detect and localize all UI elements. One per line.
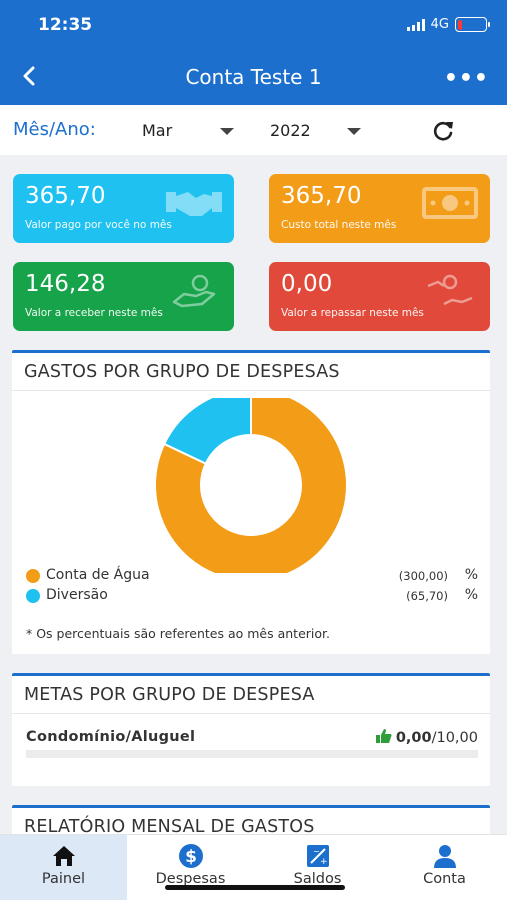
donut-slice-divers-o[interactable] — [162, 398, 252, 465]
legend-percent: % — [464, 567, 478, 583]
goal-target: /10,00 — [431, 730, 478, 746]
svg-text:$: $ — [185, 847, 197, 867]
status-bar: 12:35 4G — [0, 0, 507, 50]
year-select[interactable]: 2022 — [270, 121, 311, 140]
card-label: Valor a repassar neste mês — [281, 307, 424, 319]
goal-name: Condomínio/Aluguel — [26, 729, 196, 745]
more-options-icon[interactable]: ••• — [443, 66, 489, 91]
refresh-icon[interactable] — [430, 118, 456, 144]
status-time: 12:35 — [38, 15, 93, 35]
card-value: 365,70 — [25, 183, 106, 209]
donut-chart — [154, 398, 348, 573]
month-chevron-down-icon[interactable] — [220, 128, 234, 135]
card-label: Valor pago por você no mês — [25, 219, 172, 231]
network-label: 4G — [430, 17, 449, 32]
month-select[interactable]: Mar — [142, 121, 173, 140]
home-indicator — [165, 885, 345, 890]
handshake-icon — [166, 192, 222, 216]
status-indicators: 4G — [406, 17, 490, 32]
goal-progress-bar — [26, 750, 478, 758]
tab-conta[interactable]: Conta — [381, 835, 507, 900]
card-value: 365,70 — [281, 183, 362, 209]
dollar-icon: $ — [178, 844, 203, 868]
legend-percent: % — [464, 587, 478, 603]
card-paid-by-you[interactable]: 365,70 Valor pago por você no mês — [13, 174, 234, 243]
tab-bar: Painel $ Despesas − + Saldos Conta — [0, 834, 507, 900]
battery-icon — [455, 17, 490, 32]
card-value: 0,00 — [281, 271, 333, 297]
legend-value: (65,70) — [406, 589, 448, 603]
tab-label: Despesas — [155, 871, 226, 887]
card-label: Valor a receber neste mês — [25, 307, 163, 319]
legend-value: (300,00) — [398, 569, 448, 583]
nav-bar: Conta Teste 1 ••• — [0, 50, 507, 105]
user-icon — [433, 845, 456, 868]
footnote: * Os percentuais são referentes ao mês a… — [26, 626, 330, 641]
back-arrow-icon[interactable] — [16, 62, 44, 90]
transfer-money-icon — [427, 274, 473, 306]
card-label: Custo total neste mês — [281, 219, 397, 231]
page-title: Conta Teste 1 — [185, 65, 322, 89]
tab-saldos[interactable]: − + Saldos — [254, 835, 381, 900]
legend-dot — [26, 569, 40, 583]
panel-title: GASTOS POR GRUPO DE DESPESAS — [12, 353, 490, 391]
svg-text:+: + — [320, 857, 328, 867]
card-value: 146,28 — [25, 271, 106, 297]
legend-name: Conta de Água — [46, 567, 150, 583]
goals-panel: METAS POR GRUPO DE DESPESA Condomínio/Al… — [12, 673, 490, 786]
thumbs-up-icon — [375, 729, 392, 743]
goal-amount: 0,00/10,00 — [375, 729, 478, 746]
year-chevron-down-icon[interactable] — [347, 128, 361, 135]
tab-despesas[interactable]: $ Despesas — [127, 835, 254, 900]
panel-title: METAS POR GRUPO DE DESPESA — [12, 676, 490, 714]
period-label: Mês/Ano: — [13, 119, 96, 140]
donut-slice-conta-de-gua[interactable] — [154, 398, 348, 573]
home-icon — [52, 846, 75, 866]
card-to-transfer[interactable]: 0,00 Valor a repassar neste mês — [269, 262, 490, 331]
tab-painel[interactable]: Painel — [0, 835, 127, 900]
legend-item: Conta de Água (300,00) % — [26, 566, 478, 586]
tab-label: Painel — [41, 871, 86, 887]
panel-title: RELATÓRIO MENSAL DE GASTOS — [24, 817, 315, 837]
signal-icon — [406, 18, 425, 31]
legend-item: Diversão (65,70) % — [26, 586, 478, 606]
goal-row[interactable]: Condomínio/Aluguel 0,00/10,00 — [26, 729, 478, 747]
expenses-by-group-panel: GASTOS POR GRUPO DE DESPESAS Conta de Ág… — [12, 350, 490, 654]
goal-value: 0,00 — [395, 730, 432, 746]
legend-name: Diversão — [46, 587, 108, 603]
svg-text:−: − — [313, 847, 320, 856]
tab-label: Saldos — [293, 871, 342, 887]
period-filter: Mês/Ano: Mar 2022 — [0, 105, 507, 155]
card-to-receive[interactable]: 146,28 Valor a receber neste mês — [13, 262, 234, 331]
tab-label: Conta — [423, 871, 466, 887]
receive-money-icon — [172, 274, 216, 308]
card-total-cost[interactable]: 365,70 Custo total neste mês — [269, 174, 490, 243]
legend-dot — [26, 589, 40, 603]
balance-icon: −+ — [306, 845, 329, 867]
cash-icon — [422, 187, 478, 219]
